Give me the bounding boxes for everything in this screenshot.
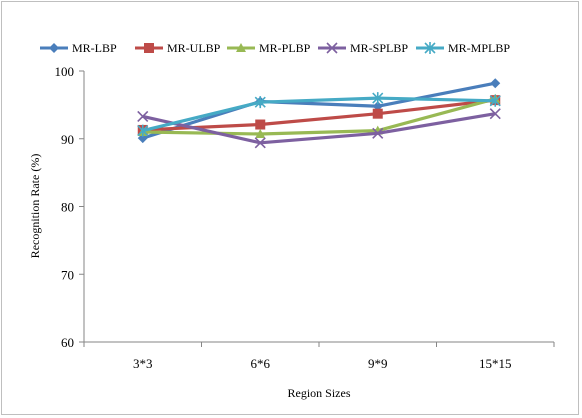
x-tick-label: 15*15 [479, 356, 512, 371]
data-point [255, 129, 266, 139]
legend-label: MR-LBP [72, 41, 117, 55]
data-point [372, 92, 384, 105]
data-point [489, 94, 501, 107]
y-ticks: 60 70 80 90 100 [55, 64, 84, 350]
series-line [142, 81, 496, 140]
data-point [489, 108, 501, 120]
x-tick-label: 9*9 [368, 356, 388, 371]
data-point [137, 110, 149, 122]
legend-marker [236, 43, 246, 52]
legend-marker [326, 42, 338, 54]
axes [83, 71, 554, 343]
data-point [254, 137, 266, 149]
legend-label: MR-SPLBP [350, 41, 408, 55]
series-mr-mplbp [137, 92, 501, 137]
series-mr-splbp [137, 108, 501, 149]
legend-item-mr-lbp: MR-LBP [40, 41, 117, 55]
legend-label: MR-PLBP [259, 41, 311, 55]
legend-label: MR-MPLBP [448, 41, 510, 55]
x-tick-label: 3*3 [133, 356, 153, 371]
series-line [142, 112, 496, 145]
legend-marker [49, 43, 59, 53]
legend-item-mr-splbp: MR-SPLBP [318, 41, 408, 55]
series-line [142, 96, 496, 133]
series-group [137, 78, 501, 149]
legend-item-mr-mplbp: MR-MPLBP [416, 41, 510, 55]
data-point [137, 124, 149, 137]
y-axis-title: Recognition Rate (%) [28, 154, 42, 259]
x-axis-title: Region Sizes [288, 386, 351, 400]
legend: MR-LBP MR-ULBP MR-PLBP MR-SPLBP MR-MPLBP [40, 41, 510, 55]
data-point [255, 119, 266, 130]
legend-item-mr-ulbp: MR-ULBP [135, 41, 221, 55]
data-point [254, 96, 266, 109]
series-line [142, 97, 496, 136]
legend-marker [144, 43, 154, 53]
legend-item-mr-plbp: MR-PLBP [227, 41, 311, 55]
y-tick-label: 70 [61, 267, 74, 282]
y-tick-label: 60 [61, 335, 74, 350]
y-tick-label: 100 [55, 64, 75, 79]
series-line [142, 98, 496, 132]
legend-label: MR-ULBP [167, 41, 221, 55]
x-ticks: 3*3 6*6 9*9 15*15 [83, 342, 555, 371]
y-tick-label: 90 [61, 132, 74, 147]
data-point [490, 78, 501, 89]
x-tick-label: 6*6 [251, 356, 271, 371]
data-point [372, 127, 384, 139]
data-point [372, 108, 383, 119]
legend-marker [424, 42, 436, 54]
y-tick-label: 80 [61, 200, 74, 215]
